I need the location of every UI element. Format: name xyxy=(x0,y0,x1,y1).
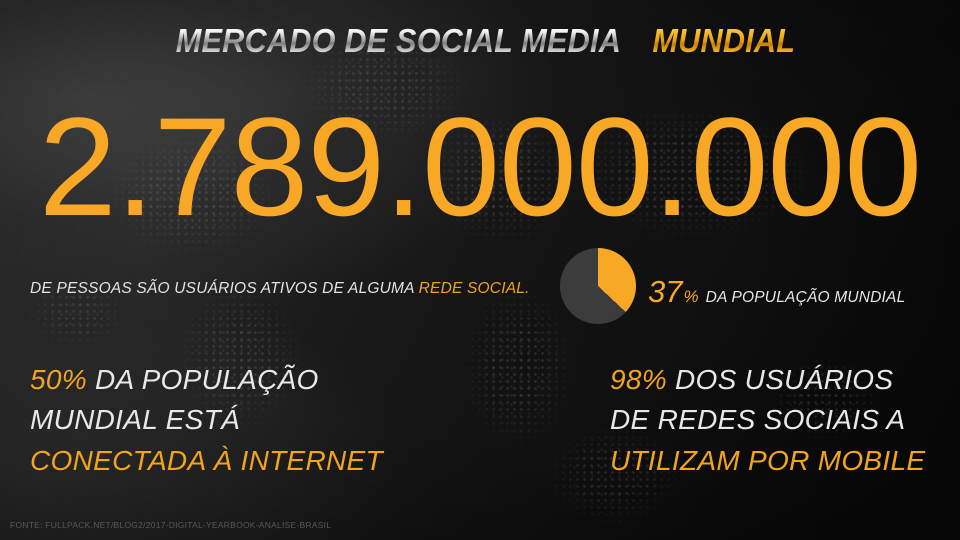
pie-percent-symbol: % xyxy=(683,287,699,306)
source-footnote: FONTE: FULLPACK.NET/BLOG2/2017-DIGITAL-Y… xyxy=(10,520,332,530)
stat-left-line1: 50% DA POPULAÇÃO xyxy=(30,360,383,400)
page-title-main: MERCADO DE SOCIAL MEDIA xyxy=(175,22,622,59)
mid-caption-white-text: DE PESSOAS SÃO USUÁRIOS ATIVOS DE ALGUMA xyxy=(30,280,415,297)
stat-left-line3: CONECTADA À INTERNET xyxy=(30,444,383,476)
pie-chart-slices xyxy=(560,248,636,324)
pie-value: 37 xyxy=(648,274,683,309)
stat-left-line1-rest: DA POPULAÇÃO xyxy=(86,364,319,395)
page-title: MERCADO DE SOCIAL MEDIA MUNDIAL xyxy=(0,22,960,60)
stat-right-line3: UTILIZAM POR MOBILE xyxy=(610,444,926,476)
stat-right-value: 98% xyxy=(610,364,667,395)
mid-caption-left: DE PESSOAS SÃO USUÁRIOS ATIVOS DE ALGUMA… xyxy=(30,280,530,298)
pie-chart xyxy=(560,248,636,324)
stat-block-mobile: 98% DOS USUÁRIOS DE REDES SOCIAIS A UTIL… xyxy=(610,360,925,481)
mid-caption-gold-text: REDE SOCIAL. xyxy=(418,280,530,297)
stat-right-line1-rest: DOS USUÁRIOS xyxy=(666,364,894,395)
stat-right-line2: DE REDES SOCIAIS A xyxy=(610,404,906,436)
stat-block-internet: 50% DA POPULAÇÃO MUNDIAL ESTÁ CONECTADA … xyxy=(30,360,383,481)
stat-left-value: 50% xyxy=(30,364,87,395)
page-title-space xyxy=(638,22,647,60)
pie-caption: DA POPULAÇÃO MUNDIAL xyxy=(705,289,906,306)
hero-number: 2.789.000.000 xyxy=(38,88,922,245)
mid-caption-right: 37 % DA POPULAÇÃO MUNDIAL xyxy=(648,276,905,307)
mid-row: DE PESSOAS SÃO USUÁRIOS ATIVOS DE ALGUMA… xyxy=(0,248,960,324)
stat-right-line1: 98% DOS USUÁRIOS xyxy=(610,360,925,400)
page-title-accent: MUNDIAL xyxy=(652,22,796,59)
stat-left-line2: MUNDIAL ESTÁ xyxy=(30,404,241,436)
